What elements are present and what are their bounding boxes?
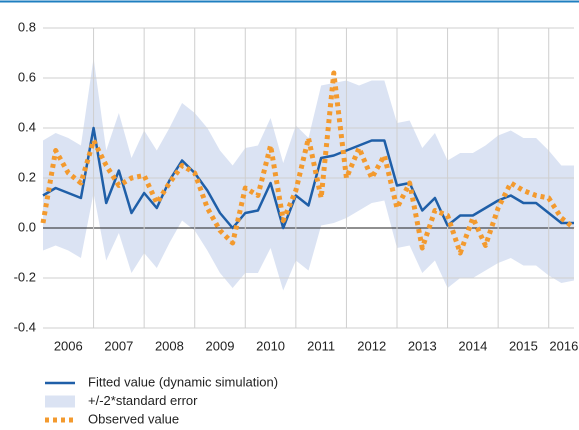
x-tick-label: 2009 <box>206 338 235 353</box>
legend-label: Fitted value (dynamic simulation) <box>88 374 278 389</box>
legend-label: Observed value <box>88 411 179 426</box>
x-tick-label: 2006 <box>54 338 83 353</box>
fitted-line <box>42 126 574 230</box>
x-tick-label: 2011 <box>307 338 335 353</box>
error-band <box>43 58 574 291</box>
y-tick-label: 0.8 <box>18 19 36 34</box>
observed-line <box>40 70 576 256</box>
x-tick-label: 2010 <box>256 338 285 353</box>
x-tick-label: 2016 <box>549 338 578 353</box>
y-tick-label: 0.6 <box>18 69 36 84</box>
y-tick-label: -0.4 <box>14 319 36 334</box>
x-tick-label: 2013 <box>408 338 437 353</box>
legend-label: +/-2*standard error <box>88 393 198 408</box>
y-tick-label: 0.2 <box>18 169 36 184</box>
x-tick-label: 2015 <box>509 338 538 353</box>
x-tick-label: 2012 <box>357 338 386 353</box>
x-tick-label: 2008 <box>155 338 184 353</box>
y-tick-label: -0.2 <box>14 269 36 284</box>
legend-swatch <box>45 395 75 408</box>
x-tick-label: 2007 <box>104 338 133 353</box>
x-tick-label: 2014 <box>458 338 487 353</box>
y-tick-label: 0.4 <box>18 119 36 134</box>
y-tick-label: 0.0 <box>18 219 36 234</box>
